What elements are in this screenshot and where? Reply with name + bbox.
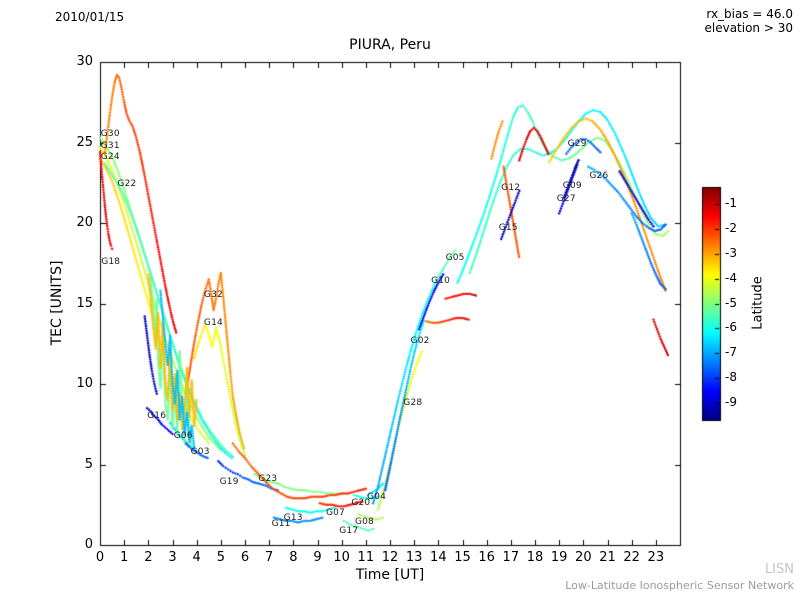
x-tick-label-15: 15	[454, 550, 471, 565]
x-tick-label-17: 17	[502, 550, 520, 565]
x-tick-label-12: 12	[381, 550, 399, 565]
y-tick-label-20: 20	[76, 215, 93, 230]
colorbar-tick-label--9: -9	[725, 394, 737, 409]
satellite-label-G04: G04	[367, 491, 387, 502]
colorbar-label: Latitude	[750, 276, 766, 330]
colorbar-tick-label--4: -4	[725, 270, 737, 285]
satellite-label-G16: G16	[147, 411, 167, 422]
satellite-label-G19: G19	[219, 477, 239, 488]
colorbar-tick-label--2: -2	[725, 221, 737, 236]
colorbar-tick-label--5: -5	[725, 295, 737, 310]
x-tick-label-19: 19	[550, 550, 568, 565]
colorbar-tick-label--1: -1	[725, 196, 737, 211]
plot-title: PIURA, Peru	[349, 37, 431, 53]
x-tick-label-6: 6	[240, 550, 250, 565]
satellite-label-G05: G05	[445, 253, 465, 264]
satellite-label-G28: G28	[403, 398, 423, 409]
satellite-label-G27: G27	[556, 193, 576, 204]
satellite-label-G15: G15	[498, 222, 518, 233]
satellite-label-G08: G08	[354, 517, 374, 528]
satellite-label-G30: G30	[100, 129, 120, 140]
x-tick-label-23: 23	[647, 550, 665, 565]
satellite-label-G02: G02	[410, 335, 430, 346]
colorbar-tick-label--7: -7	[725, 345, 737, 360]
satellite-label-G29: G29	[567, 139, 587, 150]
x-tick-label-22: 22	[623, 550, 640, 565]
x-tick-label-8: 8	[289, 550, 298, 565]
satellite-label-G31: G31	[100, 140, 120, 151]
x-tick-label-3: 3	[168, 550, 177, 565]
x-tick-label-21: 21	[599, 550, 616, 565]
x-tick-label-14: 14	[430, 550, 447, 565]
x-tick-label-13: 13	[405, 550, 423, 565]
colorbar-tick-label--3: -3	[725, 245, 737, 260]
satellite-label-G18: G18	[101, 256, 121, 267]
x-tick-label-5: 5	[216, 550, 225, 565]
colorbar-tick-label--8: -8	[725, 369, 737, 384]
y-tick-label-10: 10	[76, 376, 93, 391]
y-tick-label-30: 30	[76, 54, 93, 69]
watermark-lisn: LISN	[764, 562, 794, 577]
satellite-label-G20: G20	[351, 498, 371, 509]
x-tick-label-1: 1	[120, 550, 129, 565]
rx-bias-label: rx_bias = 46.0	[706, 7, 793, 21]
satellite-label-G24: G24	[100, 151, 120, 162]
elevation-label: elevation > 30	[704, 21, 794, 35]
x-axis-label: Time [UT]	[355, 567, 425, 583]
x-tick-label-20: 20	[575, 550, 592, 565]
x-tick-label-10: 10	[333, 550, 350, 565]
satellite-label-G12: G12	[501, 182, 521, 193]
date-label: 2010/01/15	[55, 10, 125, 24]
satellite-label-G11: G11	[271, 519, 291, 530]
x-tick-label-2: 2	[144, 550, 153, 565]
x-tick-label-11: 11	[357, 550, 375, 565]
colorbar-tick-label--6: -6	[725, 320, 737, 335]
satellite-label-G09: G09	[562, 180, 582, 191]
satellite-label-G26: G26	[589, 171, 609, 182]
satellite-label-G10: G10	[431, 275, 451, 286]
y-tick-label-25: 25	[76, 134, 93, 150]
satellite-label-G17: G17	[339, 525, 359, 536]
satellite-label-G32: G32	[203, 290, 223, 301]
satellite-label-G13: G13	[283, 512, 303, 523]
satellite-label-G23: G23	[258, 473, 278, 484]
watermark-full-name: Low-Latitude Ionospheric Sensor Network	[565, 579, 794, 592]
y-tick-label-15: 15	[76, 295, 93, 311]
satellite-label-G14: G14	[203, 317, 223, 328]
x-tick-label-0: 0	[95, 550, 105, 565]
satellite-label-G07: G07	[325, 507, 345, 518]
satellite-label-G22: G22	[117, 179, 137, 190]
x-tick-label-9: 9	[313, 550, 322, 565]
y-tick-label-5: 5	[84, 456, 93, 472]
satellite-label-G03: G03	[190, 446, 210, 457]
x-tick-label-4: 4	[192, 550, 201, 565]
y-tick-label-0: 0	[84, 537, 93, 552]
x-tick-label-18: 18	[526, 550, 544, 565]
x-tick-label-7: 7	[265, 550, 274, 565]
satellite-label-G06: G06	[173, 430, 193, 441]
x-tick-label-16: 16	[478, 550, 495, 565]
